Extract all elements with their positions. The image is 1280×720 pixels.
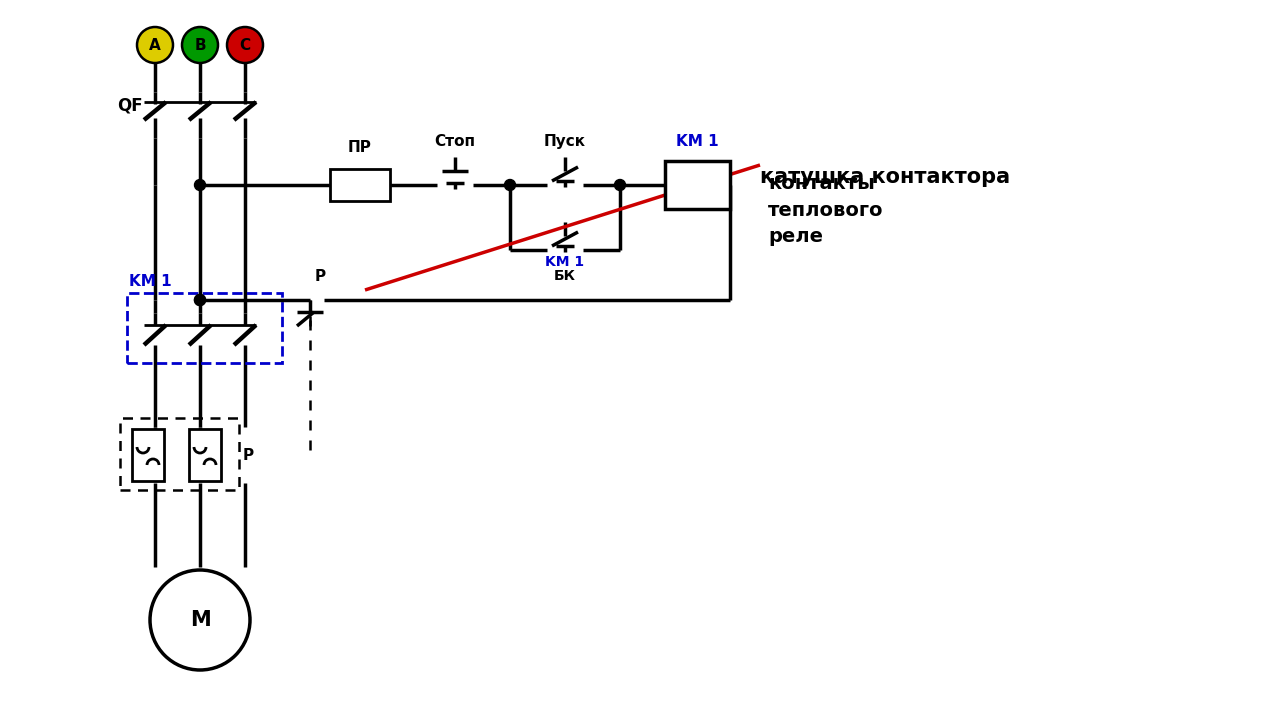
Text: M: M	[189, 610, 210, 630]
Circle shape	[195, 179, 206, 191]
Circle shape	[137, 27, 173, 63]
Text: P: P	[243, 448, 255, 462]
Circle shape	[504, 179, 516, 191]
Bar	[330, 169, 390, 201]
Circle shape	[227, 27, 262, 63]
Bar	[666, 161, 730, 209]
Text: Стоп: Стоп	[434, 134, 475, 149]
Circle shape	[182, 27, 218, 63]
Bar	[127, 293, 282, 363]
Text: Пуск: Пуск	[544, 134, 586, 149]
Text: ПР: ПР	[348, 140, 372, 155]
Text: P: P	[315, 269, 326, 284]
Bar	[132, 429, 164, 481]
Text: QF: QF	[118, 96, 143, 114]
Text: KM 1: KM 1	[545, 255, 585, 269]
Circle shape	[195, 294, 206, 305]
Text: A: A	[150, 37, 161, 53]
Text: B: B	[195, 37, 206, 53]
Text: C: C	[239, 37, 251, 53]
Text: катушка контактора: катушка контактора	[760, 167, 1010, 187]
Bar	[120, 418, 239, 490]
Text: БК: БК	[554, 269, 576, 283]
Text: контакты
теплового
реле: контакты теплового реле	[768, 174, 883, 246]
Text: KM 1: KM 1	[129, 274, 172, 289]
Circle shape	[150, 570, 250, 670]
Circle shape	[614, 179, 626, 191]
Text: KM 1: KM 1	[676, 134, 719, 149]
Circle shape	[195, 294, 206, 305]
Bar	[189, 429, 221, 481]
